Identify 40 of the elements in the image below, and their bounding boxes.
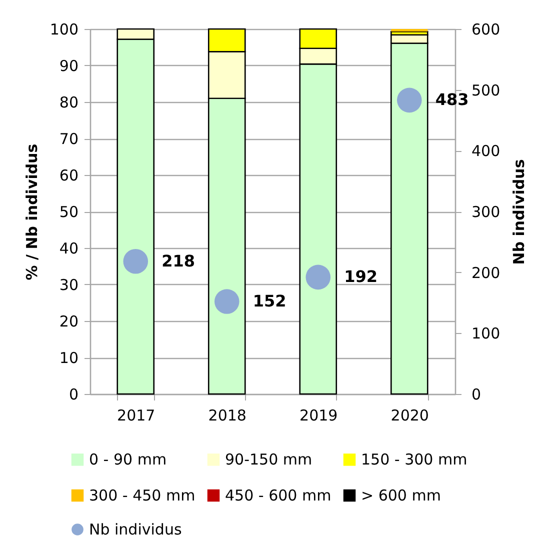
point xyxy=(396,88,422,113)
y2-tick-label: 400 xyxy=(472,142,500,160)
x-tick-label: 2019 xyxy=(300,406,338,424)
point xyxy=(306,264,331,290)
y-tick-label: 0 xyxy=(68,386,78,404)
legend-label: Nb individus xyxy=(89,520,182,538)
x-tick-label: 2020 xyxy=(390,406,429,424)
legend-label: 150 - 300 mm xyxy=(361,450,468,469)
y-tick-label: 80 xyxy=(59,94,78,112)
bar xyxy=(391,29,428,32)
y2-tick-label: 0 xyxy=(472,386,482,404)
legend-label: > 600 mm xyxy=(361,486,441,504)
y2-tick-label: 300 xyxy=(472,203,500,221)
y-tick-label: 40 xyxy=(59,240,78,258)
y2-axis-title: Nb individus xyxy=(510,159,528,265)
y-tick-label: 90 xyxy=(59,57,78,75)
data-label: 152 xyxy=(252,292,286,311)
y2-tick-label: 500 xyxy=(472,81,500,100)
y-axis-title: % / Nb individus xyxy=(22,144,41,280)
legend-label: 0 - 90 mm xyxy=(89,450,167,469)
y-tick-label: 10 xyxy=(59,349,78,367)
legend-label: 450 - 600 mm xyxy=(225,486,332,504)
y-tick-label: 20 xyxy=(59,312,78,330)
y2-tick-label: 600 xyxy=(472,20,500,38)
x-tick-label: 2018 xyxy=(208,406,246,424)
legend-label: 90-150 mm xyxy=(225,450,312,469)
data-label: 218 xyxy=(162,251,196,270)
y-tick-label: 70 xyxy=(59,130,78,148)
data-label: 192 xyxy=(344,267,378,286)
y-tick-label: 100 xyxy=(50,20,78,38)
y2-tick-label: 100 xyxy=(472,324,500,343)
y-tick-label: 50 xyxy=(59,203,78,221)
y-tick-label: 60 xyxy=(59,166,78,184)
point xyxy=(214,289,240,314)
data-label: 483 xyxy=(435,90,469,110)
y2-tick-label: 200 xyxy=(472,264,500,282)
point xyxy=(123,249,148,274)
y-tick-label: 30 xyxy=(59,276,78,294)
x-tick-label: 2017 xyxy=(117,406,156,424)
legend-label: 300 - 450 mm xyxy=(89,486,196,504)
